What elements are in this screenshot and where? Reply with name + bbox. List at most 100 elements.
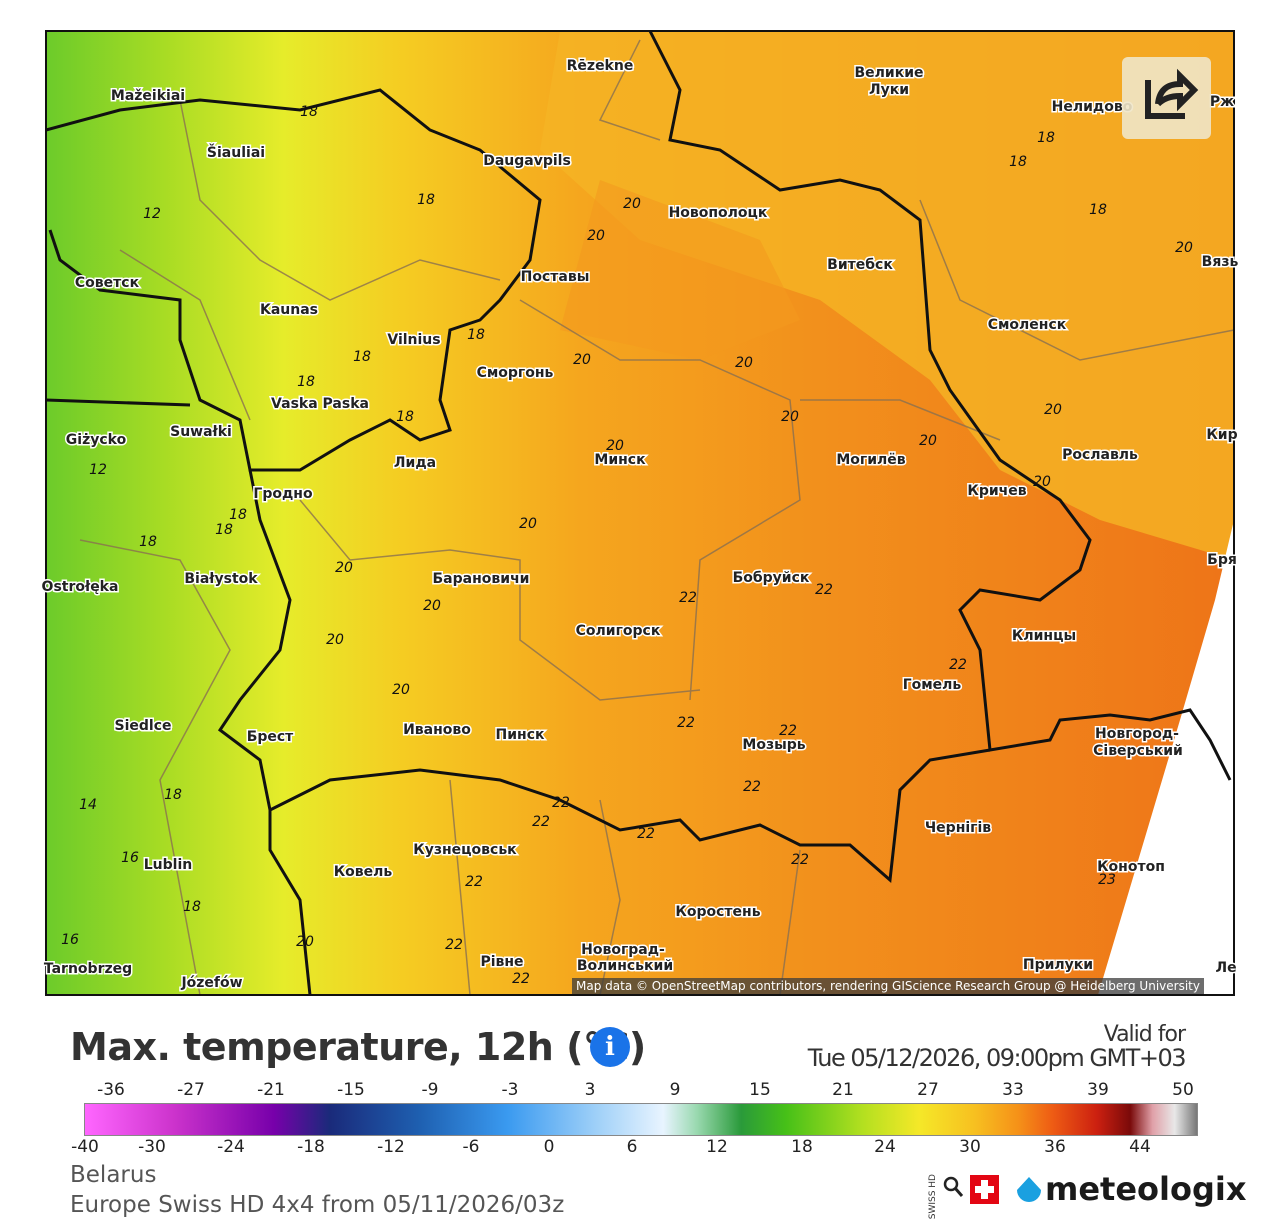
city-label: Siedlce bbox=[115, 718, 172, 734]
valid-time: Tue 05/12/2026, 09:00pm GMT+03 bbox=[807, 1044, 1187, 1072]
city-label: Вязь bbox=[1202, 254, 1239, 270]
city-label: Józefów bbox=[180, 975, 242, 991]
city-label: Бря bbox=[1207, 552, 1237, 568]
contour-label: 20 bbox=[335, 560, 353, 576]
city-label: Брест bbox=[247, 729, 294, 745]
contour-label: 22 bbox=[779, 723, 797, 739]
scale-tick-label: 24 bbox=[874, 1137, 896, 1157]
contour-label: 18 bbox=[467, 327, 485, 343]
info-button[interactable]: i bbox=[590, 1027, 630, 1067]
contour-label: 18 bbox=[164, 787, 182, 803]
city-label: Lublin bbox=[144, 857, 192, 873]
city-label: Daugavpils bbox=[483, 153, 571, 169]
logo-icons bbox=[943, 1175, 999, 1204]
scale-tick-label: -9 bbox=[421, 1080, 439, 1100]
scale-tick-label: 12 bbox=[706, 1137, 728, 1157]
city-label: Šiauliai bbox=[207, 143, 265, 161]
contour-label: 20 bbox=[735, 355, 753, 371]
city-label: Чернігів bbox=[925, 820, 991, 836]
scale-tick-label: 18 bbox=[791, 1137, 813, 1157]
scale-tick-label: 15 bbox=[749, 1080, 771, 1100]
city-label: Коростень bbox=[675, 904, 760, 920]
contour-label: 20 bbox=[919, 433, 937, 449]
contour-label: 18 bbox=[1009, 154, 1027, 170]
city-label: Рославль bbox=[1062, 447, 1138, 463]
city-label: Новгород- bbox=[1095, 726, 1179, 742]
city-label: Могилёв bbox=[836, 452, 905, 468]
city-label: Новоград- bbox=[581, 942, 665, 958]
city-label: Кричев bbox=[967, 483, 1026, 499]
region-borders bbox=[79, 39, 1235, 996]
scale-tick-label: 9 bbox=[669, 1080, 681, 1100]
contour-label: 18 bbox=[183, 899, 201, 915]
city-label: Волинський bbox=[577, 958, 673, 974]
scale-tick-label: -3 bbox=[501, 1080, 519, 1100]
city-label: Giżycko bbox=[66, 432, 127, 448]
city-label: Кузнецовськ bbox=[413, 842, 517, 858]
chart-title: Max. temperature, 12h (°C) bbox=[70, 1025, 646, 1069]
scale-tick-label: 6 bbox=[626, 1137, 638, 1157]
city-label: Сморгонь bbox=[477, 365, 554, 381]
city-label: Мозырь bbox=[742, 737, 805, 753]
scale-tick-label: -18 bbox=[297, 1137, 325, 1157]
city-label: Сіверський bbox=[1093, 743, 1183, 759]
contour-label: 22 bbox=[445, 937, 463, 953]
city-label: Солигорск bbox=[576, 623, 661, 639]
contour-label: 16 bbox=[61, 932, 79, 948]
city-label: Ле bbox=[1215, 960, 1236, 976]
contour-label: 22 bbox=[637, 826, 655, 842]
city-label: Поставы bbox=[521, 269, 590, 285]
city-label: Барановичи bbox=[433, 571, 530, 587]
contour-label: 22 bbox=[679, 590, 697, 606]
contour-label: 22 bbox=[791, 852, 809, 868]
scale-tick-label: -15 bbox=[337, 1080, 365, 1100]
city-label: Mažeikiai bbox=[111, 88, 185, 104]
contour-label: 20 bbox=[519, 516, 537, 532]
color-scale bbox=[84, 1103, 1198, 1136]
scale-tick-label: -21 bbox=[257, 1080, 285, 1100]
contour-label: 18 bbox=[297, 374, 315, 390]
region: Belarus bbox=[70, 1162, 157, 1188]
valid-label: Valid for bbox=[1103, 1022, 1186, 1047]
contour-label: 22 bbox=[815, 582, 833, 598]
contour-label: 18 bbox=[396, 409, 414, 425]
city-label: Иваново bbox=[403, 722, 471, 738]
city-label: Великие bbox=[854, 65, 923, 81]
contour-label: 18 bbox=[215, 522, 233, 538]
share-icon[interactable] bbox=[1145, 68, 1199, 119]
contour-label: 18 bbox=[139, 534, 157, 550]
contour-label: 12 bbox=[143, 206, 161, 222]
scale-tick-label: 27 bbox=[917, 1080, 939, 1100]
contour-label: 20 bbox=[623, 196, 641, 212]
scale-tick-label: -27 bbox=[177, 1080, 205, 1100]
warm-area bbox=[560, 180, 800, 360]
city-label: Лида bbox=[394, 455, 436, 471]
scale-tick-label: -24 bbox=[217, 1137, 245, 1157]
city-label: Suwałki bbox=[170, 424, 232, 440]
city-label: Луки bbox=[869, 82, 909, 98]
city-label: Прилуки bbox=[1023, 957, 1093, 973]
city-label: Кир bbox=[1206, 427, 1237, 443]
badge: SWISS HD bbox=[928, 1174, 938, 1220]
city-label: Рівне bbox=[480, 954, 523, 970]
scale-tick-label: 50 bbox=[1172, 1080, 1194, 1100]
city-label: Гомель bbox=[903, 677, 962, 693]
contour-label: 20 bbox=[573, 352, 591, 368]
cooler-area bbox=[540, 31, 1234, 560]
contour-label: 18 bbox=[300, 104, 318, 120]
contour-label: 12 bbox=[89, 462, 107, 478]
contour-label: 22 bbox=[532, 814, 550, 830]
scale-tick-label: 39 bbox=[1087, 1080, 1109, 1100]
city-label: Смоленск bbox=[988, 317, 1067, 333]
city-label: Пинск bbox=[496, 727, 545, 743]
attribution: Map data © OpenStreetMap contributors, r… bbox=[572, 978, 1204, 994]
city-label: Витебск bbox=[827, 257, 893, 273]
city-label: Гродно bbox=[253, 486, 313, 502]
scale-tick-label: 36 bbox=[1044, 1137, 1066, 1157]
scale-tick-label: -40 bbox=[71, 1137, 99, 1157]
city-label: Конотоп bbox=[1097, 859, 1165, 875]
scale-tick-label: -30 bbox=[138, 1137, 166, 1157]
contour-label: 18 bbox=[1089, 202, 1107, 218]
contour-label: 20 bbox=[423, 598, 441, 614]
